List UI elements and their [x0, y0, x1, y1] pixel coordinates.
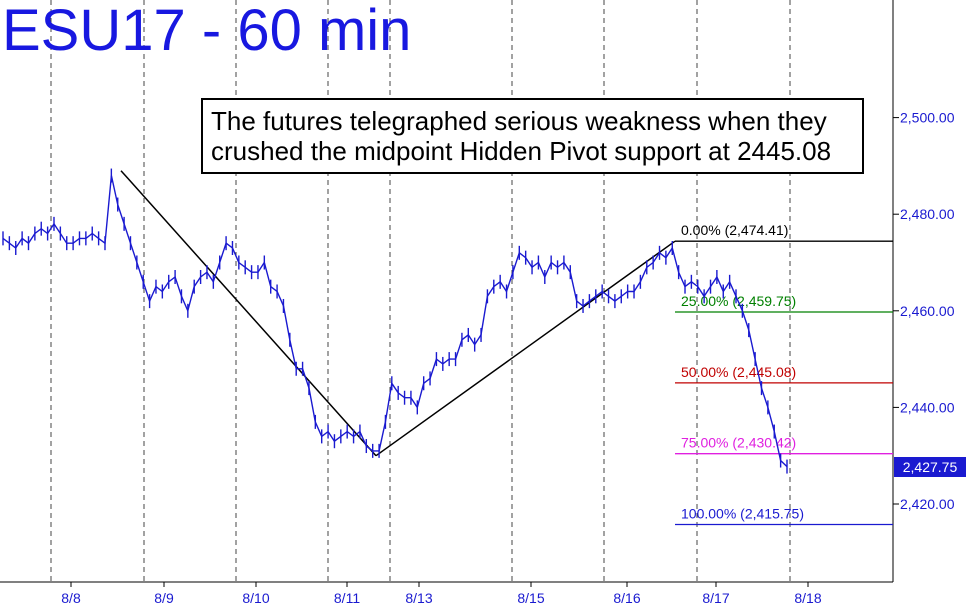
x-tick-label: 8/15: [517, 590, 544, 606]
x-tick-label: 8/13: [405, 590, 432, 606]
annotation-line-1: The futures telegraphed serious weakness…: [211, 106, 827, 136]
pivot-line: [120, 170, 377, 457]
fib-level-label: 100.00% (2,415.75): [681, 506, 804, 522]
pivot-line: [375, 240, 676, 457]
fib-levels: 0.00% (2,474.41)25.00% (2,459.75)50.00% …: [675, 222, 893, 526]
annotation-line-2: crushed the midpoint Hidden Pivot suppor…: [211, 136, 832, 166]
chart-title: ESU17 - 60 min: [2, 0, 412, 63]
x-tick-label: 8/11: [334, 590, 360, 606]
y-tick-label: 2,480.00: [900, 206, 955, 222]
x-tick-label: 8/10: [242, 590, 269, 606]
fib-level-label: 50.00% (2,445.08): [681, 364, 796, 380]
price-line: [2, 175, 788, 468]
session-grid-lines: [50, 0, 791, 582]
y-tick-label: 2,460.00: [900, 303, 955, 319]
x-axis-labels: 8/8 8/9 8/10 8/11 8/13 8/15 8/16 8/17 8/18: [61, 582, 822, 606]
axes: [0, 0, 894, 583]
y-tick-label: 2,420.00: [900, 496, 955, 512]
x-tick-label: 8/8: [61, 590, 81, 606]
fib-level-label: 0.00% (2,474.41): [681, 222, 788, 238]
chart-annotation-box: The futures telegraphed serious weakness…: [201, 98, 864, 174]
last-price-badge: 2,427.75: [894, 457, 966, 477]
x-tick-label: 8/17: [702, 590, 729, 606]
x-tick-label: 8/18: [794, 590, 821, 606]
pivot-lines: [120, 170, 676, 457]
price-bars: [2, 168, 788, 474]
y-tick-label: 2,440.00: [900, 399, 955, 415]
y-tick-label: 2,500.00: [900, 110, 955, 126]
x-tick-label: 8/9: [154, 590, 174, 606]
y-axis-labels: 2,420.00 2,440.00 2,460.00 2,480.00 2,500.00: [893, 110, 955, 512]
fib-level-label: 75.00% (2,430.42): [681, 435, 796, 451]
x-tick-label: 8/16: [613, 590, 640, 606]
